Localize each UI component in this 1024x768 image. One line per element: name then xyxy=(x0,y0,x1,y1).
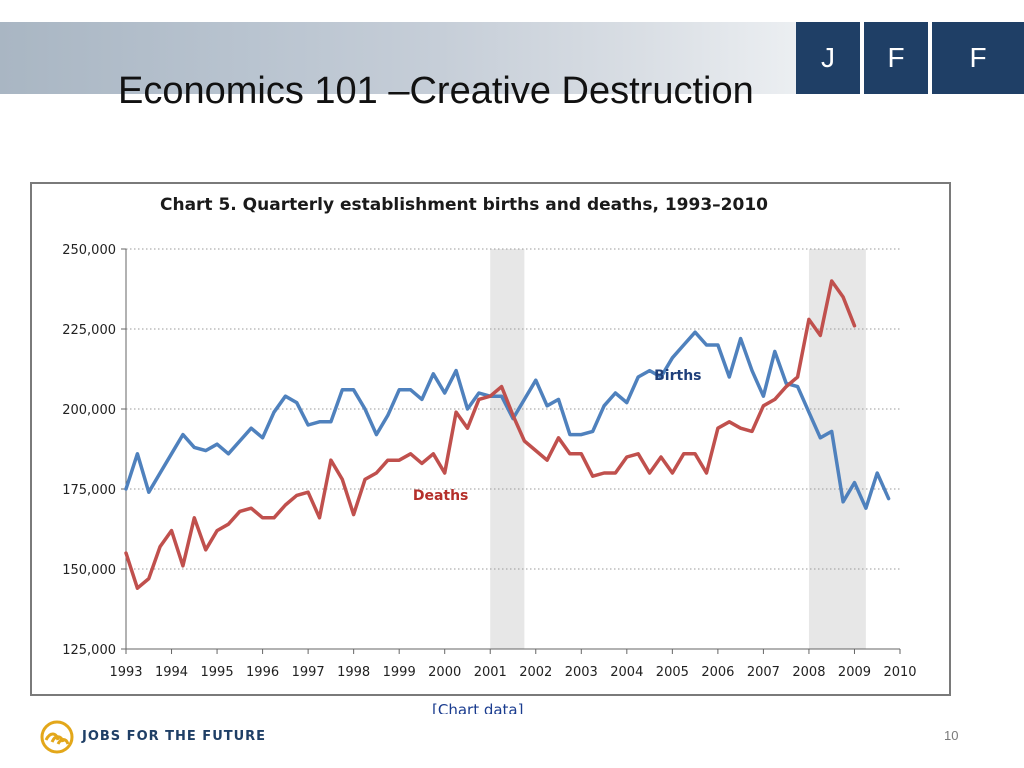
recession-shading xyxy=(490,249,866,649)
x-tick-label: 2001 xyxy=(474,665,507,680)
x-tick-label: 1994 xyxy=(155,665,188,680)
footer-org-name: JOBS FOR THE FUTURE xyxy=(82,729,267,744)
chart-data-link[interactable]: [Chart data] xyxy=(432,701,524,714)
x-tick-label: 2009 xyxy=(838,665,871,680)
series-lines xyxy=(124,279,891,590)
recession-band-0 xyxy=(490,249,525,649)
header-banner xyxy=(0,22,800,94)
x-tick-label: 1995 xyxy=(201,665,234,680)
gridlines xyxy=(126,248,900,570)
x-tick-label: 2005 xyxy=(656,665,689,680)
jff-swirl-logo-icon xyxy=(40,720,74,754)
line-chart: 125,000 150,000 175,000 200,000 225,000 250,0… xyxy=(62,195,916,680)
x-tick-label: 2000 xyxy=(428,665,461,680)
slide-title: Economics 101 –Creative Destruction xyxy=(118,70,754,112)
x-tick-label: 1996 xyxy=(246,665,279,680)
x-tick-label: 2006 xyxy=(701,665,734,680)
logo-letter-f1: F xyxy=(864,22,928,94)
y-tick-label: 200,000 xyxy=(62,403,116,418)
axes: 125,000 150,000 175,000 200,000 225,000 250,0… xyxy=(62,243,916,680)
series-label-deaths: Deaths xyxy=(413,488,469,504)
y-tick-label: 150,000 xyxy=(62,563,116,578)
chart-frame: 125,000 150,000 175,000 200,000 225,000 250,0… xyxy=(30,182,951,696)
page-number: 10 xyxy=(944,728,959,743)
series-line-deaths xyxy=(124,279,857,590)
x-tick-label: 2010 xyxy=(883,665,916,680)
x-tick-label: 2007 xyxy=(747,665,780,680)
y-tick-label: 175,000 xyxy=(62,483,116,498)
x-tick-label: 1993 xyxy=(109,665,142,680)
x-tick-label: 1998 xyxy=(337,665,370,680)
series-label-births: Births xyxy=(654,368,701,384)
x-tick-label: 2002 xyxy=(519,665,552,680)
logo-letter-j: J xyxy=(796,22,860,94)
series-line-births xyxy=(124,330,891,510)
chart-labels: Births Deaths xyxy=(413,368,702,504)
x-tick-label: 1997 xyxy=(292,665,325,680)
x-tick-label: 2004 xyxy=(610,665,643,680)
y-tick-label: 225,000 xyxy=(62,323,116,338)
x-tick-label: 2008 xyxy=(792,665,825,680)
x-tick-label: 2003 xyxy=(565,665,598,680)
x-tick-label: 1999 xyxy=(383,665,416,680)
recession-band-1 xyxy=(808,249,866,649)
logo-letter-f2: F xyxy=(932,22,1024,94)
y-tick-label: 125,000 xyxy=(62,643,116,658)
y-tick-label: 250,000 xyxy=(62,243,116,258)
chart-title: Chart 5. Quarterly establishment births … xyxy=(160,195,768,215)
